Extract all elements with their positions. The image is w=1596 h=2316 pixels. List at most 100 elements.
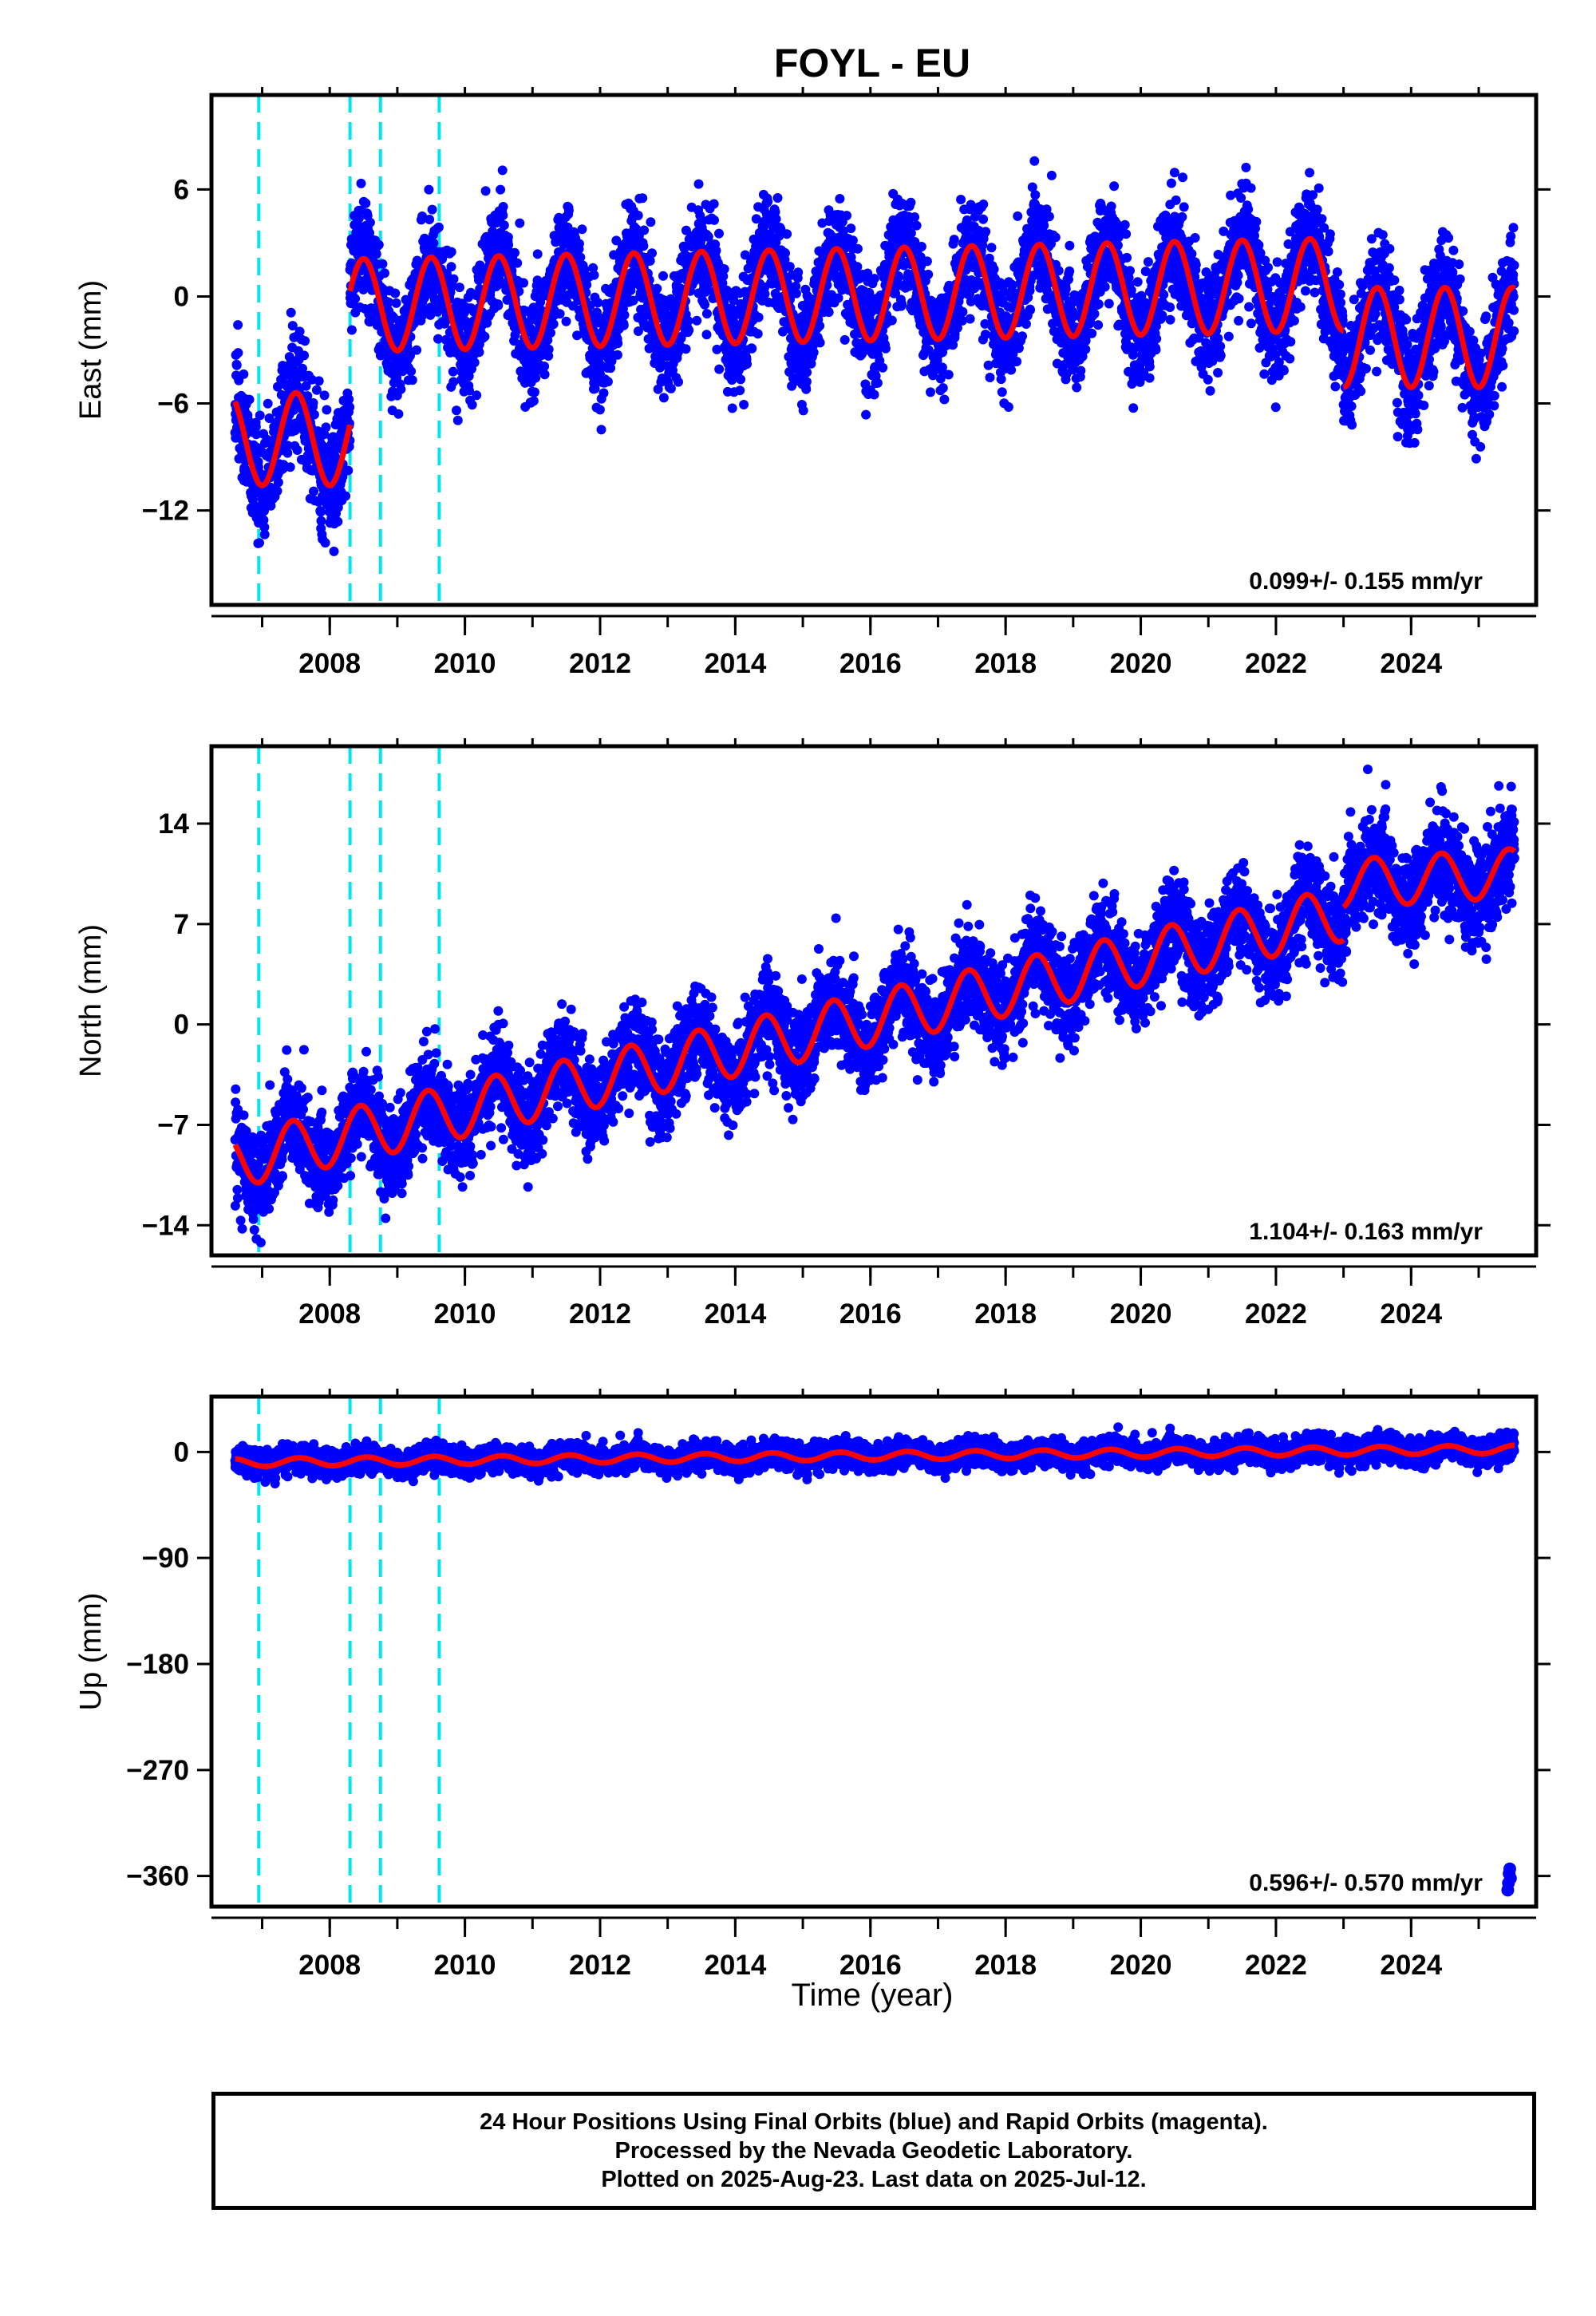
data-point [852, 243, 863, 254]
data-point [1272, 257, 1282, 267]
data-point [760, 289, 770, 299]
data-point [298, 363, 307, 373]
data-point [869, 389, 879, 400]
data-point [515, 218, 525, 228]
data-point [742, 359, 752, 370]
data-point [835, 194, 845, 204]
data-point [887, 315, 897, 326]
data-point [638, 193, 648, 204]
data-point [989, 264, 999, 275]
data-point [499, 220, 509, 231]
data-point [674, 377, 683, 387]
data-point [272, 486, 282, 496]
data-point [1165, 302, 1175, 312]
data-point [801, 377, 812, 387]
data-point [1025, 305, 1035, 315]
data-point [1122, 252, 1132, 263]
data-point [427, 204, 437, 215]
data-point [316, 516, 326, 526]
data-point [943, 370, 954, 380]
data-point [1259, 369, 1270, 379]
data-point [496, 184, 506, 195]
data-point [693, 179, 704, 189]
data-point [1025, 286, 1035, 296]
data-point [329, 546, 339, 556]
data-point [519, 278, 529, 288]
data-point [1093, 320, 1104, 330]
data-point [424, 184, 434, 195]
data-point [406, 366, 417, 377]
data-point [666, 383, 676, 393]
data-point [996, 374, 1006, 385]
data-point [598, 388, 609, 398]
data-point [1171, 195, 1181, 205]
data-point [1132, 277, 1143, 287]
data-point [922, 256, 932, 267]
data-point [543, 344, 554, 354]
data-point [612, 350, 622, 360]
data-point [949, 235, 959, 245]
data-point [1021, 319, 1031, 329]
data-point [314, 376, 324, 386]
data-point [247, 495, 258, 505]
data-point [301, 381, 311, 391]
data-point [1177, 211, 1187, 222]
data-point [251, 429, 262, 440]
data-point [539, 362, 550, 371]
data-point [978, 200, 989, 209]
plot-area-east [230, 95, 1519, 605]
data-point [939, 394, 950, 405]
data-point [407, 375, 417, 385]
data-point [736, 374, 746, 385]
data-point [978, 214, 989, 224]
data-point [1187, 249, 1197, 259]
data-point [1121, 229, 1132, 239]
data-point [393, 409, 404, 419]
data-point [498, 202, 508, 211]
data-point [1061, 284, 1071, 294]
data-point [658, 393, 669, 403]
data-point [299, 350, 310, 361]
data-point [1065, 240, 1075, 251]
data-point [1030, 190, 1041, 200]
data-point [633, 211, 643, 220]
data-point [700, 299, 710, 310]
data-point [263, 398, 273, 409]
data-point [1263, 263, 1273, 273]
data-point [356, 178, 366, 188]
data-point [735, 385, 745, 396]
data-point [345, 402, 355, 413]
data-point [425, 215, 435, 224]
data-point [1233, 271, 1243, 281]
data-point [956, 195, 966, 204]
data-point [1215, 341, 1226, 351]
data-point [980, 330, 990, 339]
data-point [493, 300, 504, 310]
data-point [897, 299, 907, 309]
data-point [1270, 402, 1281, 413]
data-point [412, 345, 422, 355]
data-point [282, 448, 293, 458]
data-point [1234, 294, 1244, 304]
data-point [692, 315, 702, 326]
data-point [448, 366, 458, 377]
data-point [286, 307, 296, 318]
data-point [448, 377, 459, 387]
data-point [986, 243, 997, 253]
data-point [333, 516, 343, 527]
data-point [1013, 211, 1023, 221]
data-point [985, 373, 995, 382]
data-point [391, 298, 401, 308]
data-point [937, 362, 947, 373]
data-point [958, 306, 968, 317]
data-point [684, 325, 694, 335]
data-point [433, 222, 444, 232]
data-point [467, 400, 477, 410]
data-point [341, 491, 351, 501]
data-point [454, 283, 464, 293]
data-point [1157, 310, 1167, 321]
data-point [613, 338, 623, 349]
